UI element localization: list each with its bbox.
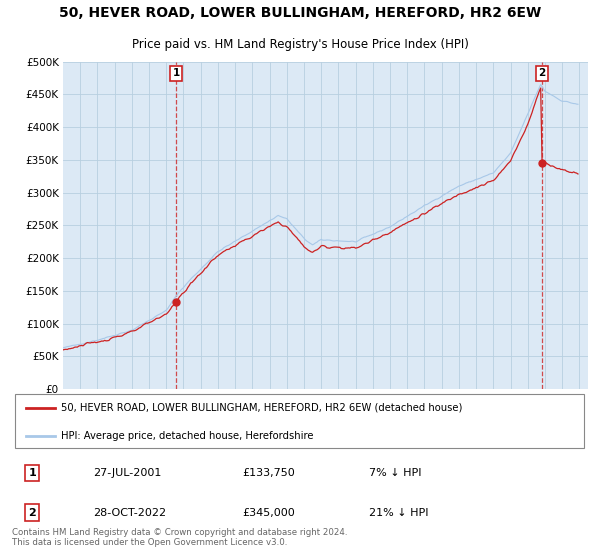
Text: Price paid vs. HM Land Registry's House Price Index (HPI): Price paid vs. HM Land Registry's House … [131, 38, 469, 50]
Text: 50, HEVER ROAD, LOWER BULLINGHAM, HEREFORD, HR2 6EW: 50, HEVER ROAD, LOWER BULLINGHAM, HEREFO… [59, 6, 541, 20]
Text: 7% ↓ HPI: 7% ↓ HPI [369, 468, 422, 478]
Text: 28-OCT-2022: 28-OCT-2022 [92, 507, 166, 517]
Text: 2: 2 [538, 68, 545, 78]
Text: £345,000: £345,000 [242, 507, 295, 517]
Text: 1: 1 [28, 468, 36, 478]
Text: 2: 2 [28, 507, 36, 517]
Text: Contains HM Land Registry data © Crown copyright and database right 2024.
This d: Contains HM Land Registry data © Crown c… [12, 528, 347, 547]
FancyBboxPatch shape [15, 394, 584, 449]
Text: £133,750: £133,750 [242, 468, 295, 478]
Text: 1: 1 [172, 68, 180, 78]
Text: 21% ↓ HPI: 21% ↓ HPI [369, 507, 428, 517]
Text: 27-JUL-2001: 27-JUL-2001 [92, 468, 161, 478]
Text: HPI: Average price, detached house, Herefordshire: HPI: Average price, detached house, Here… [61, 431, 313, 441]
Text: 50, HEVER ROAD, LOWER BULLINGHAM, HEREFORD, HR2 6EW (detached house): 50, HEVER ROAD, LOWER BULLINGHAM, HEREFO… [61, 403, 463, 413]
